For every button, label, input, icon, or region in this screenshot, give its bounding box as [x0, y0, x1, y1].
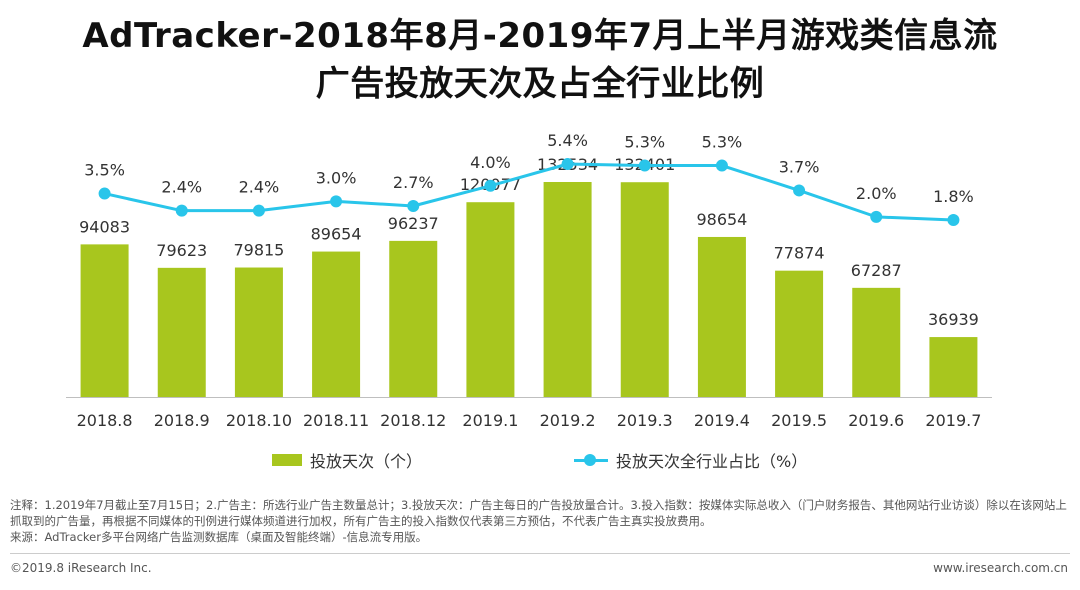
bar: [234, 267, 283, 397]
share-value-label: 2.7%: [393, 173, 434, 192]
bar: [389, 240, 438, 397]
footnotes: 注释：1.2019年7月截止至7月15日；2.广告主：所选行业广告主数量总计；3…: [10, 497, 1072, 545]
share-value-label: 2.0%: [856, 184, 897, 203]
bar: [80, 244, 129, 397]
copyright-text: ©2019.8 iResearch Inc.: [10, 561, 152, 575]
x-tick-label: 2018.10: [226, 411, 292, 430]
share-point: [407, 200, 420, 212]
x-tick-label: 2019.2: [540, 411, 596, 430]
bar: [543, 182, 592, 397]
bar: [852, 287, 901, 397]
bar-value-label: 79623: [156, 241, 207, 260]
website-text: www.iresearch.com.cn: [933, 561, 1068, 575]
share-value-label: 5.3%: [702, 133, 743, 152]
footnote-notes: 注释：1.2019年7月截止至7月15日；2.广告主：所选行业广告主数量总计；3…: [10, 498, 1067, 528]
bar: [620, 182, 669, 397]
bar: [312, 251, 361, 397]
bar: [697, 236, 746, 397]
share-value-label: 5.3%: [624, 133, 665, 152]
share-point: [484, 179, 497, 192]
share-value-label: 1.8%: [933, 187, 974, 206]
bar-value-label: 94083: [79, 217, 130, 236]
x-tick-label: 2019.5: [771, 411, 827, 430]
share-value-label: 2.4%: [161, 178, 202, 197]
legend-label-line: 投放天次全行业占比（%）: [616, 452, 808, 471]
combo-chart: 94083 2018.8 79623 2018.9 79815 2018.10 89654 2…: [66, 131, 992, 430]
share-value-label: 2.4%: [239, 178, 280, 197]
bar-value-label: 79815: [233, 241, 284, 260]
share-point: [715, 159, 728, 172]
chart-title-line-2: 广告投放天次及占全行业比例: [315, 64, 765, 104]
legend-item-line: 投放天次全行业占比（%）: [574, 447, 807, 473]
share-line: [104, 162, 954, 222]
share-point: [252, 204, 265, 217]
share-point: [561, 158, 574, 170]
share-point: [638, 159, 651, 172]
x-tick-label: 2019.7: [925, 411, 981, 430]
x-tick-label: 2019.6: [848, 411, 904, 430]
x-tick-label: 2019.3: [617, 411, 673, 430]
share-point: [870, 210, 883, 223]
legend-label-bars: 投放天次（个）: [310, 452, 423, 471]
share-value-label: 5.4%: [547, 131, 588, 150]
share-value-label: 4.0%: [470, 153, 511, 172]
bar-value-label: 67287: [851, 261, 902, 280]
legend-item-bars: 投放天次（个）: [272, 447, 422, 473]
share-value-label: 3.0%: [316, 168, 357, 187]
bar-value-label: 77874: [774, 244, 825, 263]
x-tick-label: 2019.4: [694, 411, 750, 430]
share-point: [98, 187, 111, 200]
x-tick-label: 2018.8: [77, 411, 133, 430]
footer-divider: [10, 553, 1070, 554]
bar: [929, 337, 978, 397]
bar: [157, 267, 206, 397]
bar-value-label: 98654: [696, 210, 747, 229]
x-tick-label: 2018.12: [380, 411, 446, 430]
chart-title-line-1: AdTracker-2018年8月-2019年7月上半月游戏类信息流: [82, 16, 998, 56]
share-value-label: 3.7%: [779, 157, 820, 176]
legend-bar-swatch: [272, 454, 302, 466]
x-tick-label: 2019.1: [462, 411, 518, 430]
share-point: [947, 214, 960, 226]
share-point: [330, 195, 343, 208]
share-point: [175, 204, 188, 217]
bar: [775, 270, 824, 397]
legend-line-swatch: [574, 454, 608, 466]
x-tick-label: 2018.11: [303, 411, 369, 430]
bar: [466, 202, 515, 397]
footnote-source: 来源：AdTracker多平台网络广告监测数据库（桌面及智能终端）-信息流专用版…: [10, 530, 428, 544]
bar-value-label: 36939: [928, 310, 979, 329]
share-value-label: 3.5%: [84, 161, 125, 180]
x-tick-label: 2018.9: [154, 411, 210, 430]
bar-value-label: 96237: [388, 214, 439, 233]
bar-value-label: 89654: [311, 225, 362, 244]
share-point: [793, 184, 806, 197]
